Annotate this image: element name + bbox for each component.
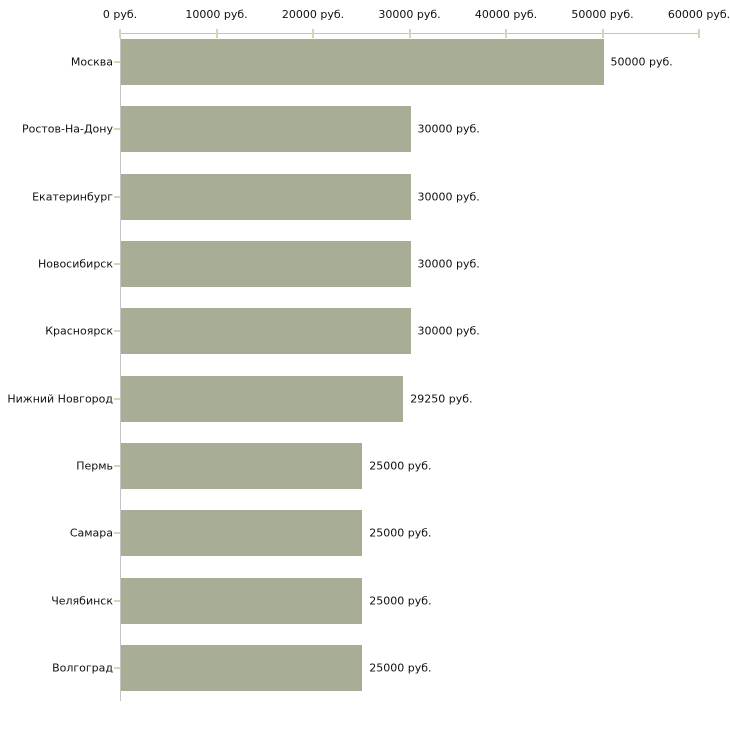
bar (121, 173, 411, 220)
y-axis-line (120, 33, 121, 701)
bar (121, 577, 363, 624)
value-label: 30000 руб. (417, 190, 480, 204)
value-label: 25000 руб. (369, 459, 432, 473)
category-tick-mark (114, 61, 120, 63)
bar (121, 443, 363, 490)
category-label: Екатеринбург (32, 190, 113, 204)
value-label: 25000 руб. (369, 661, 432, 675)
category-tick-mark (114, 465, 120, 468)
bar (121, 106, 411, 153)
value-label: 25000 руб. (369, 526, 432, 540)
category-tick-mark (114, 667, 120, 670)
category-label: Самара (69, 526, 113, 540)
category-label: Ростов-На-Дону (21, 122, 113, 136)
x-tick-label: 0 руб. (102, 8, 138, 21)
bar (121, 510, 363, 557)
category-tick-mark (114, 397, 120, 400)
category-label: Нижний Новгород (7, 392, 113, 406)
x-tick-mark (601, 29, 604, 38)
x-tick-mark (119, 29, 121, 38)
value-label: 29250 руб. (410, 392, 473, 406)
category-label: Волгоград (52, 661, 113, 675)
bar (121, 645, 363, 692)
bar (121, 241, 411, 288)
category-label: Новосибирск (37, 257, 113, 271)
category-tick-mark (114, 263, 120, 266)
category-label: Челябинск (51, 594, 113, 608)
x-tick-mark (408, 29, 411, 38)
bar (121, 375, 404, 422)
value-label: 30000 руб. (417, 122, 480, 136)
x-tick-label: 40000 руб. (474, 8, 538, 21)
value-label: 50000 руб. (610, 55, 673, 69)
category-tick-mark (114, 195, 120, 198)
bar (121, 308, 411, 355)
x-tick-label: 20000 руб. (281, 8, 345, 21)
x-tick-label: 30000 руб. (378, 8, 441, 21)
x-tick-mark (215, 29, 218, 38)
category-tick-mark (114, 330, 120, 333)
x-tick-mark (505, 29, 507, 38)
value-label: 30000 руб. (417, 324, 480, 338)
x-tick-mark (698, 29, 700, 38)
category-tick-mark (114, 532, 120, 535)
x-tick-label: 60000 руб. (667, 8, 730, 21)
value-label: 25000 руб. (369, 594, 432, 608)
x-tick-mark (312, 29, 314, 38)
value-label: 30000 руб. (417, 257, 480, 271)
category-label: Пермь (76, 459, 113, 473)
x-tick-label: 10000 руб. (185, 8, 248, 21)
category-label: Красноярск (45, 324, 113, 338)
category-tick-mark (114, 128, 120, 131)
bar (121, 39, 604, 85)
x-tick-label: 50000 руб. (571, 8, 634, 21)
category-tick-mark (114, 599, 120, 602)
category-label: Москва (70, 55, 113, 69)
